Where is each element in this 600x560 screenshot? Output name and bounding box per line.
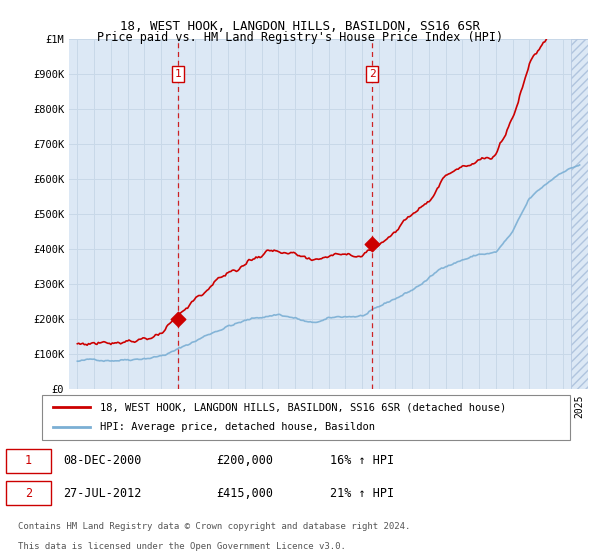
- Text: Contains HM Land Registry data © Crown copyright and database right 2024.: Contains HM Land Registry data © Crown c…: [18, 522, 410, 531]
- Point: [173, 315, 182, 324]
- Bar: [571, 39, 588, 389]
- Text: 2: 2: [25, 487, 32, 500]
- Text: 08-DEC-2000: 08-DEC-2000: [63, 455, 142, 468]
- Text: Price paid vs. HM Land Registry's House Price Index (HPI): Price paid vs. HM Land Registry's House …: [97, 31, 503, 44]
- Text: 18, WEST HOOK, LANGDON HILLS, BASILDON, SS16 6SR (detached house): 18, WEST HOOK, LANGDON HILLS, BASILDON, …: [100, 402, 506, 412]
- FancyBboxPatch shape: [6, 481, 51, 505]
- Point: [367, 240, 377, 249]
- Text: 2: 2: [368, 69, 376, 79]
- Text: £415,000: £415,000: [216, 487, 273, 500]
- Text: HPI: Average price, detached house, Basildon: HPI: Average price, detached house, Basi…: [100, 422, 375, 432]
- Text: 21% ↑ HPI: 21% ↑ HPI: [330, 487, 394, 500]
- Text: 1: 1: [175, 69, 181, 79]
- Text: £200,000: £200,000: [216, 455, 273, 468]
- Text: 16% ↑ HPI: 16% ↑ HPI: [330, 455, 394, 468]
- FancyBboxPatch shape: [6, 449, 51, 473]
- Text: This data is licensed under the Open Government Licence v3.0.: This data is licensed under the Open Gov…: [18, 542, 346, 552]
- Text: 18, WEST HOOK, LANGDON HILLS, BASILDON, SS16 6SR: 18, WEST HOOK, LANGDON HILLS, BASILDON, …: [120, 20, 480, 32]
- FancyBboxPatch shape: [42, 395, 570, 440]
- Text: 27-JUL-2012: 27-JUL-2012: [63, 487, 142, 500]
- Text: 1: 1: [25, 455, 32, 468]
